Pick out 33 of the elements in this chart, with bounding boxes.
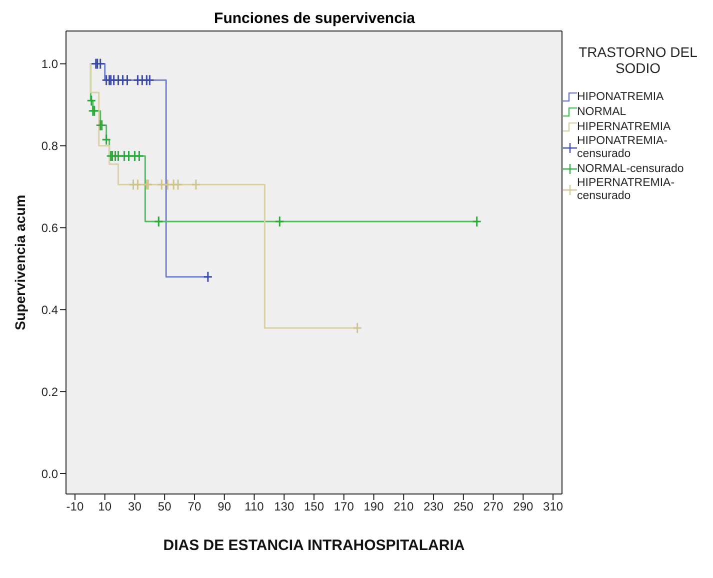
- legend-title: TRASTORNO DEL SODIO: [578, 44, 698, 76]
- y-tick-label: 0.2: [41, 384, 58, 399]
- legend-label: NORMAL-censurado: [577, 162, 684, 176]
- legend-label: HIPONATREMIA: [577, 90, 664, 104]
- y-tick-label: 0.8: [41, 138, 58, 153]
- x-tick-label: 70: [188, 500, 202, 514]
- x-tick-label: 30: [128, 500, 142, 514]
- legend-label: NORMAL: [577, 106, 626, 118]
- x-tick-label: 50: [158, 500, 172, 514]
- chart-title: Funciones de supervivencia: [213, 10, 416, 27]
- x-tick-label: 90: [218, 500, 232, 514]
- x-tick-label: 110: [244, 500, 264, 514]
- x-tick-label: 150: [304, 500, 324, 514]
- x-tick-label: 250: [453, 500, 474, 514]
- x-tick-label: 230: [424, 500, 444, 514]
- x-tick-label: 270: [483, 500, 504, 514]
- x-tick-label: 310: [543, 500, 564, 514]
- x-tick-label: 190: [364, 500, 384, 514]
- x-tick-label: 10: [98, 500, 112, 514]
- x-tick-label: 290: [513, 500, 534, 514]
- legend-label: HIPONATREMIA-censurado: [577, 135, 669, 161]
- x-tick-label: 170: [334, 500, 354, 514]
- y-tick-label: 0.0: [41, 466, 58, 481]
- y-tick-label: 1.0: [41, 57, 58, 72]
- y-tick-label: 0.6: [41, 220, 58, 235]
- x-tick-label: 130: [274, 500, 294, 514]
- x-axis-title: DIAS DE ESTANCIA INTRAHOSPITALARIA: [163, 537, 465, 554]
- y-axis-title: Supervivencia acum: [12, 194, 28, 330]
- legend-label: HIPERNATREMIA: [577, 120, 671, 134]
- y-tick-label: 0.4: [41, 302, 58, 317]
- legend-label: HIPERNATREMIA-censurado: [577, 177, 676, 203]
- x-tick-label: 210: [394, 500, 414, 514]
- x-tick-label: -10: [66, 500, 84, 514]
